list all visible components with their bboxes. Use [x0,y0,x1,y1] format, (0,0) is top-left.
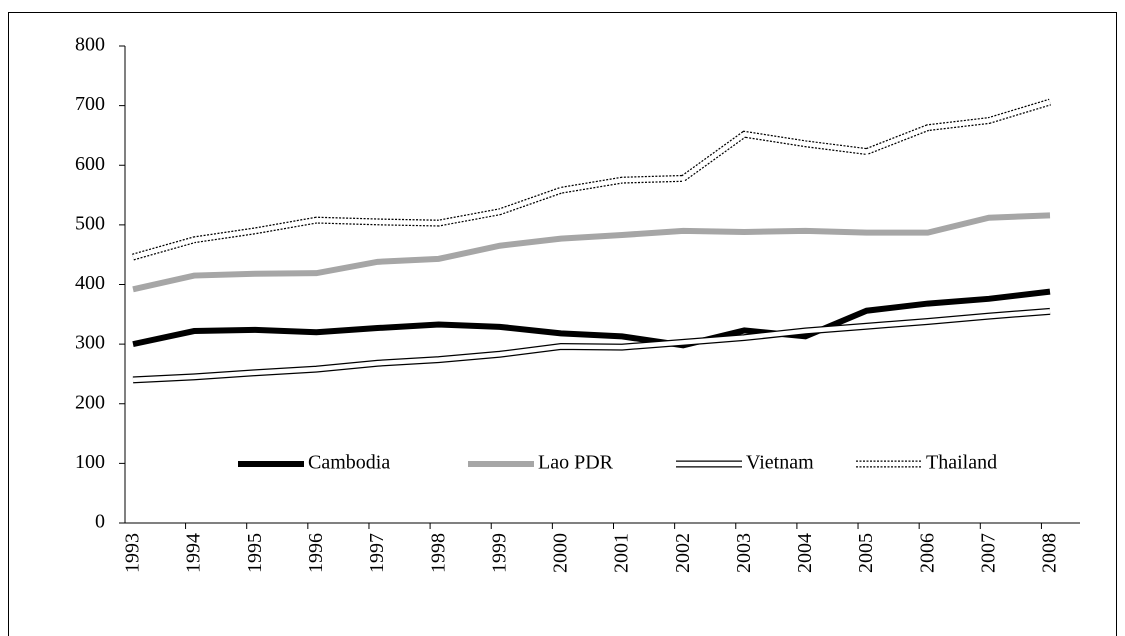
y-tick-label: 700 [75,93,105,115]
y-tick-label: 100 [75,451,105,473]
x-tick-label: 1998 [427,533,449,573]
y-tick-label: 0 [95,511,105,533]
line [132,212,1051,293]
x-tick-label: 2002 [672,533,694,573]
x-tick-label: 1994 [183,533,205,573]
x-tick-label: 2003 [733,533,755,573]
legend-label: Cambodia [308,452,390,474]
y-tick-label: 400 [75,272,105,294]
x-tick-label: 1995 [244,533,266,573]
y-tick-label: 500 [75,212,105,234]
y-tick-label: 800 [75,34,105,56]
y-tick-label: 200 [75,391,105,413]
line [132,309,1051,383]
y-tick-label: 300 [75,332,105,354]
x-tick-label: 1997 [366,533,388,573]
line [132,288,1051,349]
legend-label: Vietnam [746,452,814,474]
x-tick-label: 2007 [977,533,999,573]
x-tick-label: 2000 [550,533,572,573]
y-tick-label: 600 [75,153,105,175]
line [132,99,1051,260]
x-tick-label: 2006 [916,533,938,573]
x-tick-label: 2004 [794,533,816,573]
x-tick-label: 2001 [611,533,633,573]
legend-label: Lao PDR [538,452,614,474]
chart-frame [8,12,1117,636]
x-tick-label: 1996 [305,533,327,573]
x-tick-label: 2008 [1039,533,1061,573]
legend-label: Thailand [926,452,997,474]
x-tick-label: 1993 [122,533,144,573]
x-tick-label: 2005 [855,533,877,573]
x-tick-label: 1999 [488,533,510,573]
